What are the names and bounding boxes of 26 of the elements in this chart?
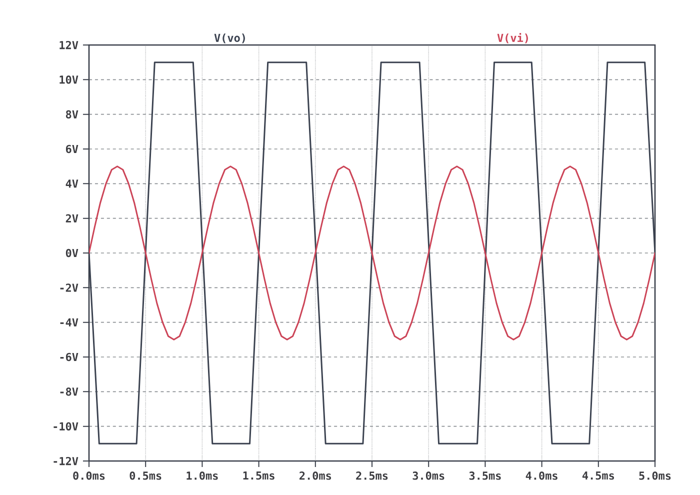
- y-tick-label: -10V: [54, 422, 78, 430]
- y-tick-label: 12V: [60, 40, 78, 50]
- text: V(vo): [214, 34, 245, 44]
- y-tick-label: 4V: [66, 180, 78, 188]
- x-tick-label: 4.0ms: [526, 472, 558, 480]
- y-tick-label: -4V: [60, 318, 78, 326]
- x-tick-label: 0.5ms: [130, 472, 162, 480]
- y-tick-label: 6V: [66, 144, 78, 154]
- y-tick-label: -8V: [60, 388, 78, 396]
- x-tick-label: 2.0ms: [300, 472, 331, 480]
- y-tick-label: -12V: [54, 456, 78, 466]
- y-tick-label: 0V: [66, 248, 78, 258]
- y-tick-label: 2V: [66, 214, 78, 222]
- y-tick-label: 10V: [60, 76, 78, 84]
- y-tick-label: 8V: [66, 110, 78, 118]
- x-tick-label: 1.0ms: [186, 472, 218, 480]
- text: V(vi): [497, 32, 528, 44]
- y-tick-label: -2V: [60, 284, 78, 292]
- x-tick-label: 4.5ms: [582, 472, 614, 480]
- x-tick-label: 1.5ms: [243, 472, 274, 480]
- y-tick-label: -6V: [60, 352, 78, 362]
- x-tick-label: 3.0ms: [412, 472, 444, 480]
- x-tick-label: 2.5ms: [356, 472, 388, 480]
- x-tick-label: 3.5ms: [469, 472, 501, 480]
- x-tick-label: 5.0ms: [639, 472, 671, 480]
- x-tick-label: 0.0ms: [73, 472, 105, 480]
